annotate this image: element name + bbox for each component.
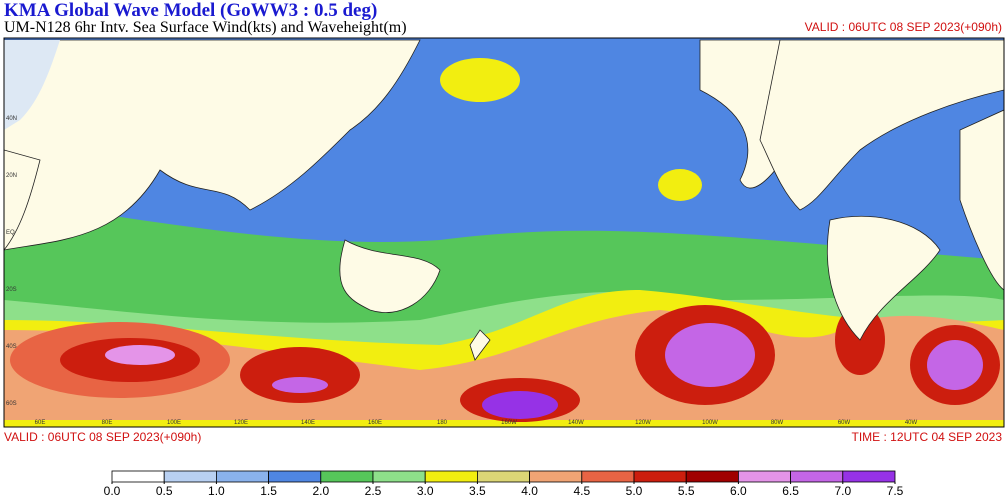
colorbar-box: [215, 470, 269, 483]
storm: [105, 345, 175, 365]
lon-label: 160W: [501, 420, 517, 426]
land-south-america: [826, 215, 941, 341]
colorbar-box: [476, 470, 530, 483]
colorbar-label: 2.5: [365, 484, 382, 496]
colorbar-label: 7.5: [887, 484, 904, 496]
land-north-america: [759, 39, 1004, 211]
lon-label: 120E: [234, 420, 248, 426]
map: 40N 20N EQ 20S 40S 60S 60E 80E 100E 120E 140E 160E 1…: [3, 37, 1005, 428]
colorbar-label: 0.0: [104, 484, 121, 496]
colorbar-box: [581, 470, 635, 483]
lon-label: 120W: [635, 420, 651, 426]
colorbar-box: [320, 470, 374, 483]
colorbar-label: 5.5: [678, 484, 695, 496]
colorbar-label: 7.0: [834, 484, 851, 496]
lon-label: 140W: [568, 420, 584, 426]
colorbar-box: [372, 470, 426, 483]
lon-label: 100W: [702, 420, 718, 426]
lat-label: 60S: [6, 401, 17, 407]
colorbar-box: [842, 470, 896, 483]
lat-label: 20S: [6, 287, 17, 293]
colorbar-box: [529, 470, 583, 483]
lat-label: 20N: [6, 173, 17, 179]
colorbar-label: 2.0: [312, 484, 329, 496]
land-africa: [4, 149, 41, 251]
storm: [272, 377, 328, 393]
colorbar-label: 1.0: [208, 484, 225, 496]
lon-label: 80E: [102, 420, 113, 426]
subtitle: UM-N128 6hr Intv. Sea Surface Wind(kts) …: [4, 19, 407, 36]
lat-label: 40S: [6, 344, 17, 350]
colorbar-box: [111, 470, 165, 483]
lon-label: 100E: [167, 420, 181, 426]
land-australia: [339, 239, 441, 313]
lat-label: EQ: [6, 230, 15, 236]
storm: [440, 58, 520, 102]
issue-time: TIME : 12UTC 04 SEP 2023: [851, 430, 1002, 444]
map-frame: [3, 37, 1005, 428]
colorbar-box: [790, 470, 844, 483]
lon-label: 60E: [35, 420, 46, 426]
colorbar-box: [424, 470, 478, 483]
colorbar-box: [163, 470, 217, 483]
colorbar-label: 4.5: [573, 484, 590, 496]
colorbar-label: 3.0: [417, 484, 434, 496]
storm: [240, 347, 360, 403]
colorbar-label: 5.0: [626, 484, 643, 496]
colorbar: 0.0 0.5 1.0 1.5 2.0 2.5 3.0 3.5 4.0 4.5 5.0 5.5 6.0 6…: [104, 470, 904, 496]
title: KMA Global Wave Model (GoWW3 : 0.5 deg): [4, 0, 377, 21]
land-new-zealand: [469, 329, 491, 361]
storm: [927, 340, 983, 390]
colorbar-label: 6.5: [782, 484, 799, 496]
land-eurasia: [4, 39, 421, 251]
valid-time: VALID : 06UTC 08 SEP 2023(+090h): [805, 20, 1002, 34]
lon-label: 140E: [301, 420, 315, 426]
sea-ice: [4, 40, 60, 130]
lon-label: 160E: [368, 420, 382, 426]
colorbar-label: 3.5: [469, 484, 486, 496]
colorbar-label: 0.5: [156, 484, 173, 496]
lon-label: 40W: [905, 420, 918, 426]
colorbar-label: 1.5: [260, 484, 277, 496]
lon-label: 180: [437, 420, 448, 426]
colorbar-label: 4.0: [521, 484, 538, 496]
lon-label: 60W: [838, 420, 851, 426]
storm: [482, 391, 558, 419]
colorbar-box: [685, 470, 739, 483]
colorbar-label: 6.0: [730, 484, 747, 496]
colorbar-box: [633, 470, 687, 483]
graticule-labels: 40N 20N EQ 20S 40S 60S 60E 80E 100E 120E 140E 160E 1…: [6, 116, 918, 426]
valid-time: VALID : 06UTC 08 SEP 2023(+090h): [4, 430, 201, 444]
lon-label: 80W: [771, 420, 784, 426]
colorbar-box: [738, 470, 792, 483]
storm: [665, 323, 755, 387]
colorbar-box: [268, 470, 322, 483]
lat-label: 40N: [6, 116, 17, 122]
storm: [658, 169, 702, 201]
